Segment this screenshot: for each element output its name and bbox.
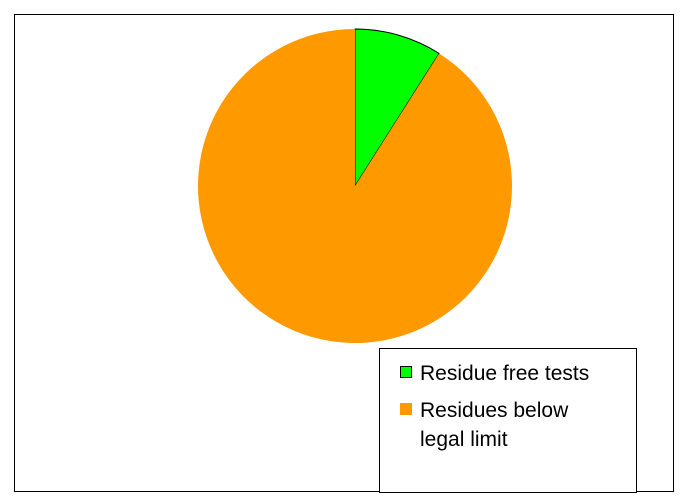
pie-slice-residue-free-tests (354, 28, 440, 188)
legend-label-below-limit: Residues below legal limit (420, 399, 569, 451)
legend-item-below-limit: Residues below legal limit (400, 396, 626, 454)
legend-swatch-below-limit (400, 403, 412, 415)
legend: Residue free tests Residues below legal … (379, 348, 637, 493)
chart-area: Residue free tests Residues below legal … (14, 14, 674, 493)
pie-slice-residues-below-legal-limit (197, 29, 512, 343)
legend-swatch-residue-free (400, 366, 412, 378)
pie-slices (197, 28, 512, 343)
pie-chart (197, 28, 512, 343)
legend-item-residue-free: Residue free tests (400, 359, 626, 388)
legend-label-residue-free: Residue free tests (420, 362, 590, 385)
